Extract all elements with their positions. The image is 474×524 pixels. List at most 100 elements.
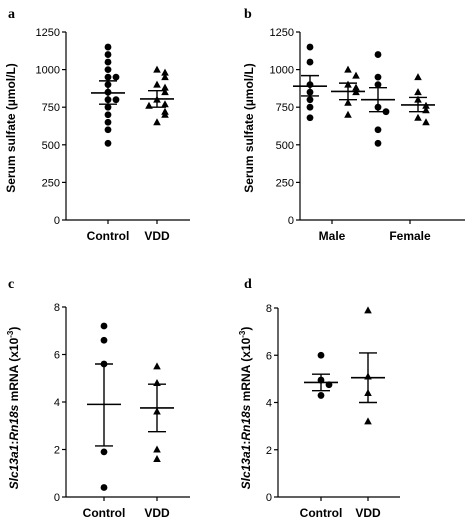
y-tick-label: 250 [276, 177, 294, 189]
data-point-circle [100, 336, 108, 344]
data-point-circle [104, 51, 112, 58]
y-tick-label: 250 [42, 177, 60, 189]
data-point-triangle [153, 118, 161, 126]
y-label-d-close: ) [239, 327, 253, 331]
data-point-circle [100, 322, 108, 330]
x-tick-label: Control [300, 506, 343, 520]
data-point-circle [104, 103, 112, 111]
x-tick-label: Male [319, 229, 346, 243]
data-point-triangle [344, 98, 352, 106]
y-tick-label: 2 [54, 445, 60, 457]
data-point-circle [374, 126, 382, 134]
y-tick-label: 8 [266, 303, 272, 315]
panel-letter-b: b [244, 7, 252, 22]
y-label-d-sup: -3 [238, 330, 247, 338]
data-point-circle [374, 139, 382, 147]
data-point-circle [306, 103, 314, 111]
data-point-circle [104, 139, 112, 147]
y-tick-label: 1000 [36, 65, 60, 77]
data-point-circle [374, 73, 382, 81]
y-label-d-rest: mRNA (x10 [239, 337, 253, 404]
data-point-circle [104, 43, 112, 51]
chart-panel-d: 0 2 4 6 8 Control VDD [266, 303, 400, 520]
data-point-triangle [352, 83, 360, 91]
data-point-triangle [153, 455, 161, 462]
y-tick-label: 750 [276, 102, 294, 114]
y-tick-label: 1250 [36, 27, 60, 39]
data-point-circle [104, 66, 112, 73]
data-point-circle [306, 114, 314, 122]
y-tick-label: 1000 [270, 65, 294, 77]
data-point-triangle [414, 113, 422, 121]
x-tick-label: Female [389, 229, 431, 243]
y-label-c-gene: Slc13a1 [7, 444, 21, 489]
y-tick-label: 8 [54, 302, 60, 314]
data-point-triangle [364, 306, 372, 314]
data-point-triangle [161, 110, 169, 118]
data-point-triangle [161, 68, 169, 76]
data-point-triangle [153, 445, 161, 453]
y-label-d-sep: : [239, 441, 253, 445]
data-point-circle [112, 96, 120, 104]
data-point-circle [317, 351, 325, 359]
data-point-circle [112, 73, 120, 81]
y-tick-label: 0 [266, 492, 272, 504]
x-tick-label: VDD [355, 506, 381, 520]
y-label-c-close: ) [7, 327, 21, 331]
y-tick-label: 2 [266, 445, 272, 457]
x-tick-label: VDD [144, 506, 170, 520]
data-point-circle [104, 111, 112, 119]
data-point-triangle [161, 88, 169, 96]
data-point-circle [100, 448, 108, 456]
y-tick-label: 0 [54, 215, 60, 227]
data-point-circle [104, 58, 112, 66]
panel-letter-c: c [8, 277, 14, 292]
chart-panel-a: 0 250 500 750 1000 1250 Control VDD [36, 27, 190, 243]
data-point-triangle [344, 65, 352, 73]
data-point-circle [104, 73, 112, 81]
data-point-triangle [153, 80, 161, 88]
y-label-d-ref: Rn18s [239, 404, 253, 440]
data-point-triangle [422, 118, 430, 126]
data-point-circle [104, 126, 112, 134]
y-tick-label: 500 [276, 140, 294, 152]
panel-letter-d: d [244, 277, 252, 292]
data-point-triangle [414, 73, 422, 81]
y-tick-label: 1250 [270, 27, 294, 39]
data-point-triangle [161, 83, 169, 91]
data-point-triangle [364, 417, 372, 425]
y-label-c-rest: mRNA (x10 [7, 337, 21, 404]
y-axis-label-d: Slc13a1:Rn18s mRNA (x10-3) [238, 327, 253, 490]
data-point-triangle [344, 110, 352, 118]
x-tick-label: Control [87, 229, 130, 243]
chart-panel-b: 0 250 500 750 1000 1250 Male Female [270, 27, 465, 243]
data-point-circle [100, 484, 108, 491]
data-point-circle [317, 392, 325, 399]
y-tick-label: 4 [266, 398, 272, 410]
x-tick-label: VDD [144, 229, 170, 243]
y-axis-label-a: Serum sulfate (µmol/L) [4, 63, 18, 193]
data-point-circle [306, 96, 314, 104]
plots-layer: 0 250 500 750 1000 1250 Control VDD 0 250 500 750 10… [36, 27, 465, 520]
data-point-triangle [352, 71, 360, 79]
y-label-c-sup: -3 [6, 330, 15, 338]
y-label-c-ref: Rn18s [7, 404, 21, 440]
data-point-triangle [153, 362, 161, 370]
data-point-circle [104, 118, 112, 126]
chart-panel-c: 0 2 4 6 8 Control VDD [54, 302, 190, 520]
y-axis-label-b: Serum sulfate (µmol/L) [242, 63, 256, 193]
y-tick-label: 750 [42, 102, 60, 114]
data-point-triangle [414, 88, 422, 96]
y-tick-label: 6 [54, 350, 60, 362]
panel-letter-a: a [8, 7, 15, 22]
data-point-triangle [161, 73, 169, 81]
y-tick-label: 0 [288, 215, 294, 227]
data-point-circle [374, 81, 382, 89]
x-tick-label: Control [83, 506, 126, 520]
data-point-circle [306, 58, 314, 66]
y-label-d-gene: Slc13a1 [239, 444, 253, 489]
y-tick-label: 6 [266, 350, 272, 362]
y-axis-label-c: Slc13a1:Rn18s mRNA (x10-3) [6, 327, 21, 490]
data-point-circle [374, 51, 382, 58]
